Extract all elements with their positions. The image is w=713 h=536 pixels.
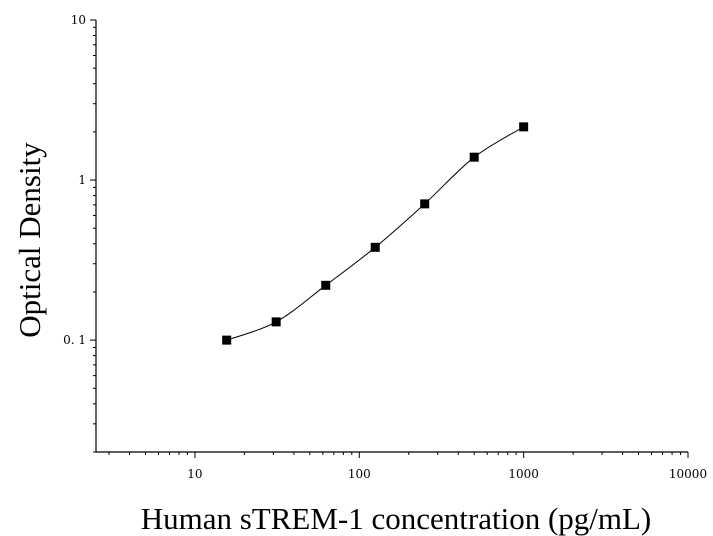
- y-axis-title: Optical Density: [12, 142, 47, 338]
- data-point-marker: [222, 335, 232, 345]
- x-axis-ticks: 10 100 1000 10000: [108, 452, 707, 481]
- data-point-marker: [271, 317, 281, 327]
- y-tick-label: 0. 1: [63, 333, 86, 347]
- data-points: [222, 122, 529, 345]
- x-tick-label: 10: [187, 467, 202, 481]
- data-point-marker: [420, 199, 430, 209]
- y-axis-ticks: 0. 1 1 10: [63, 13, 96, 453]
- x-tick-label: 1000: [508, 467, 539, 481]
- data-point-marker: [519, 122, 529, 132]
- axes: [95, 20, 688, 453]
- fit-curve: [226, 126, 524, 341]
- data-point-marker: [469, 152, 479, 162]
- x-tick-label: 10000: [669, 467, 707, 481]
- y-tick-label: 1: [78, 173, 86, 187]
- data-point-marker: [370, 242, 380, 252]
- y-tick-label: 10: [71, 13, 86, 27]
- x-tick-label: 100: [348, 467, 371, 481]
- data-point-marker: [321, 280, 331, 290]
- x-axis-title: Human sTREM-1 concentration (pg/mL): [141, 501, 652, 536]
